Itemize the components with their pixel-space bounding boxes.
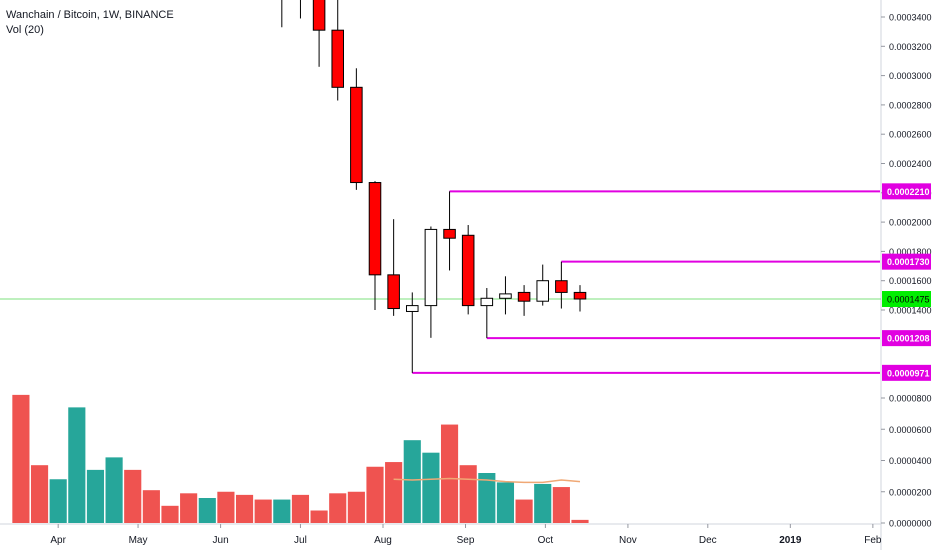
time-tick-label: Feb <box>864 535 882 546</box>
volume-bar[interactable] <box>142 490 160 523</box>
level-price-tag-label: 0.0002210 <box>887 187 930 197</box>
volume-bar[interactable] <box>459 465 477 523</box>
price-tick-label: 0.0003200 <box>889 42 932 52</box>
price-tick-label: 0.0003000 <box>889 71 932 81</box>
candle-body[interactable] <box>480 297 494 307</box>
volume-bar[interactable] <box>180 493 198 523</box>
price-tick-label: 0.0001400 <box>889 306 932 316</box>
level-price-tag <box>882 183 931 200</box>
volume-bar[interactable] <box>68 407 86 523</box>
volume-tick-label: 0.0000600 <box>889 425 932 435</box>
candle-body[interactable] <box>424 228 438 307</box>
volume-bar[interactable] <box>12 394 30 523</box>
volume-bar[interactable] <box>30 465 49 523</box>
volume-bar[interactable] <box>329 493 347 523</box>
level-price-tag-label: 0.0001208 <box>887 334 930 344</box>
last-price-tag <box>882 291 931 308</box>
price-tick-label: 0.0002600 <box>889 130 932 140</box>
price-tick-label: 0.0002000 <box>889 218 932 228</box>
time-tick-label: Nov <box>619 535 637 546</box>
price-tick-label: 0.0002400 <box>889 159 932 169</box>
volume-bar[interactable] <box>254 499 272 523</box>
candle-body[interactable] <box>517 291 531 302</box>
level-price-tag <box>882 364 931 381</box>
volume-bar[interactable] <box>440 424 459 523</box>
price-tick-label: 0.0001800 <box>889 247 932 257</box>
candle-body[interactable] <box>331 29 345 88</box>
volume-bar[interactable] <box>496 482 515 523</box>
level-price-tag <box>882 253 931 270</box>
volume-tick-label: 0.0000800 <box>889 394 932 404</box>
volume-bar[interactable] <box>291 494 310 523</box>
volume-bar[interactable] <box>403 440 421 523</box>
chart-title: Wanchain / Bitcoin, 1W, BINANCE <box>6 9 174 21</box>
price-tick-label: 0.0003400 <box>889 13 932 23</box>
volume-bar[interactable] <box>366 466 384 523</box>
price-tick-label: 0.0002800 <box>889 100 932 110</box>
candle-body[interactable] <box>499 293 512 299</box>
volume-bar[interactable] <box>571 519 589 523</box>
volume-indicator-label: Vol (20) <box>6 24 44 36</box>
candle-body[interactable] <box>461 234 475 307</box>
volume-bar[interactable] <box>552 487 570 523</box>
candle-body[interactable] <box>368 182 382 276</box>
volume-bar[interactable] <box>217 491 235 523</box>
volume-bar[interactable] <box>515 499 533 523</box>
level-price-tag-label: 0.0000971 <box>887 368 930 378</box>
volume-tick-label: 0.0000400 <box>889 456 932 466</box>
chart-legend: Wanchain / Bitcoin, 1W, BINANCE Vol (20) <box>6 8 174 38</box>
level-price-tag-label: 0.0001730 <box>887 257 930 267</box>
candle-body[interactable] <box>387 274 400 310</box>
volume-bar[interactable] <box>105 457 123 523</box>
last-price-tag-label: 0.0001475 <box>887 295 930 305</box>
candle-body[interactable] <box>405 305 419 312</box>
time-tick-label: Jul <box>294 535 307 546</box>
level-price-tag <box>882 330 931 347</box>
volume-bar[interactable] <box>235 494 254 523</box>
volume-bar[interactable] <box>534 483 552 523</box>
volume-bar[interactable] <box>124 469 142 523</box>
volume-bar[interactable] <box>347 491 365 523</box>
volume-bar[interactable] <box>86 469 105 523</box>
volume-bar[interactable] <box>161 505 179 523</box>
time-tick-label: 2019 <box>779 535 802 546</box>
volume-tick-label: 0.0000200 <box>889 487 932 497</box>
candle-body[interactable] <box>443 228 456 239</box>
time-tick-label: Sep <box>457 535 475 546</box>
volume-bar[interactable] <box>385 462 403 523</box>
time-tick-label: Oct <box>538 535 554 546</box>
volume-bar[interactable] <box>273 499 291 523</box>
time-tick-label: Dec <box>699 535 717 546</box>
time-tick-label: Jun <box>213 535 229 546</box>
volume-bar[interactable] <box>49 479 67 523</box>
time-tick-label: Apr <box>50 535 66 546</box>
volume-bar[interactable] <box>422 452 440 523</box>
volume-tick-label: 0.0000000 <box>889 519 932 529</box>
volume-bar[interactable] <box>310 510 328 524</box>
volume-bar[interactable] <box>198 498 216 523</box>
volume-ma-line <box>393 477 581 484</box>
price-tick-label: 0.0001600 <box>889 276 932 286</box>
candle-body[interactable] <box>312 0 326 31</box>
candle-body[interactable] <box>573 291 587 300</box>
candle-body[interactable] <box>536 280 550 302</box>
time-tick-label: May <box>129 535 148 546</box>
candle-body[interactable] <box>350 86 363 184</box>
time-tick-label: Aug <box>374 535 392 546</box>
volume-bar[interactable] <box>478 473 496 523</box>
candle-body[interactable] <box>555 280 568 293</box>
